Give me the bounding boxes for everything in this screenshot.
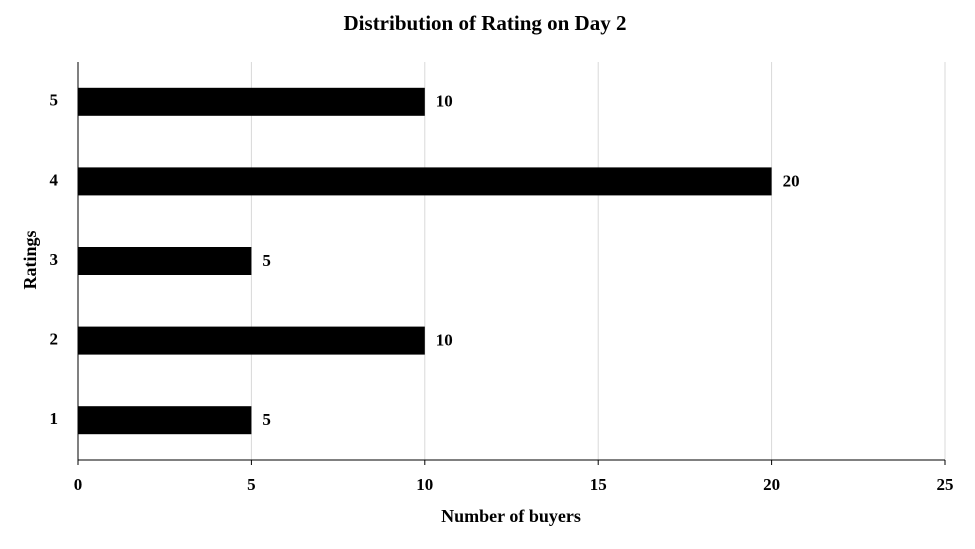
bar (78, 87, 425, 116)
x-tick-label: 5 (247, 475, 256, 494)
x-tick-label: 10 (416, 475, 433, 494)
data-label: 5 (262, 410, 271, 429)
data-label: 5 (262, 251, 271, 270)
y-axis-title: Ratings (20, 230, 40, 289)
y-tick-label: 5 (50, 91, 59, 110)
bar (78, 326, 425, 355)
x-tick-label: 0 (74, 475, 83, 494)
y-tick-label: 1 (50, 409, 59, 428)
bar (78, 406, 252, 435)
data-label: 20 (783, 171, 800, 190)
bar (78, 167, 772, 196)
x-tick-label: 15 (590, 475, 607, 494)
chart-title: Distribution of Rating on Day 2 (344, 11, 627, 35)
x-axis-title: Number of buyers (441, 506, 581, 526)
x-tick-label: 20 (763, 475, 780, 494)
x-tick-label: 25 (937, 475, 954, 494)
bar (78, 247, 252, 275)
data-label: 10 (436, 331, 453, 350)
y-tick-label: 3 (50, 250, 59, 269)
y-tick-label: 2 (50, 330, 59, 349)
y-tick-label: 4 (50, 170, 59, 189)
data-label: 10 (436, 92, 453, 111)
